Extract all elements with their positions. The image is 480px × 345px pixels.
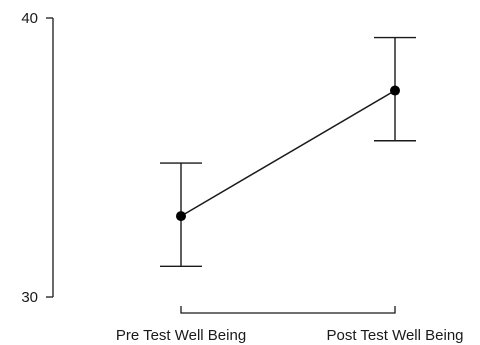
x-axis-bracket (180, 306, 396, 314)
series-line (180, 89, 396, 217)
y-tick-label-bottom: 30 (21, 289, 38, 306)
data-point-1 (390, 85, 400, 96)
x-tick-label-pre: Pre Test Well Being (116, 327, 246, 344)
y-tick-label-top: 40 (21, 10, 38, 27)
x-tick-label-post: Post Test Well Being (326, 327, 463, 344)
x-axis: Pre Test Well Being Post Test Well Being (116, 306, 464, 344)
y-axis: 40 30 (21, 10, 54, 306)
plot-area (160, 36, 416, 268)
data-point-0 (176, 211, 186, 222)
